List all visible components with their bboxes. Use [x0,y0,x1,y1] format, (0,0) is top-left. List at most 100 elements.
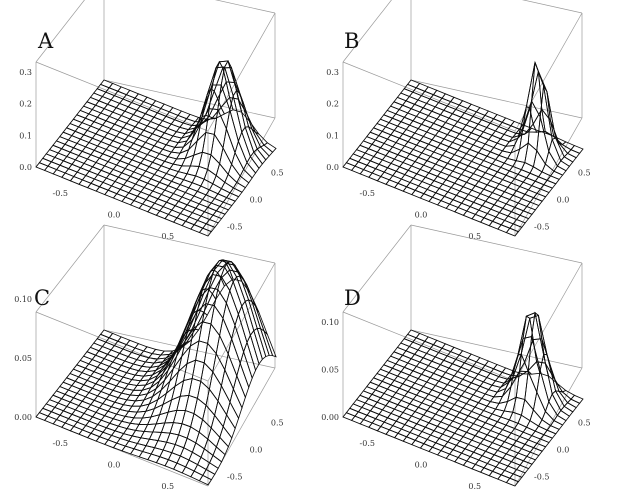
surface-cell [524,369,538,411]
y-tick-label: 0.0 [557,196,570,205]
surface-cell [342,412,356,421]
surface-cell [402,186,416,196]
surface-cell [191,442,205,458]
surface-cell [156,381,171,401]
y-tick-label: 0.0 [557,446,570,455]
surface-cell [514,106,527,146]
surface-cell [174,362,188,388]
surface-cell [256,146,270,161]
surface-cell [172,462,187,474]
surface-cell [52,418,66,428]
z-tick-label: 0.3 [326,68,339,77]
surface-cell [61,172,75,182]
surface-cell [155,210,170,220]
panel-d: D -0.5 0.0 0.5 -0.5 0.0 0.5 0.00 0.05 0.10 [321,224,591,491]
surface-cell [203,342,217,373]
surface-cell [462,460,477,470]
surface-cell [61,422,75,432]
surface-cell [253,327,267,361]
surface-cell [488,220,502,230]
surface-cell [171,443,185,457]
surface-cell [202,404,216,429]
surface-cell [520,161,534,174]
surface-cell [78,179,92,189]
x-tick-label: 0.0 [108,461,121,470]
x-tick-label: -0.5 [53,439,68,448]
surface-cell [174,434,188,449]
x-tick-label: 0.5 [468,482,481,491]
surface-cell [488,470,502,480]
panel-label: D [344,286,361,310]
surface-cell [497,474,511,484]
surface-cell [239,350,253,389]
surface-cell [411,439,425,449]
surface-cell [241,126,255,158]
z-tick-label: 0.2 [326,100,339,109]
y-tick-label: -0.5 [534,223,549,232]
surface-cell [350,165,365,175]
y-tick-label: -0.5 [227,223,242,232]
surface-cell [436,450,451,459]
bounding-box [342,224,583,487]
surface-cell [147,206,161,216]
surface-cell [191,175,205,187]
surface-cell [138,451,152,461]
surface-cell [454,206,468,216]
surface-cell [195,165,209,180]
surface-cell [141,445,156,455]
y-tick-label: 0.5 [578,418,591,427]
surface-cell [350,415,365,425]
surface-cell [359,419,373,428]
z-tick-label: 0.1 [326,131,339,140]
surface-cell [385,179,399,189]
panel-label: C [34,286,50,310]
surface-cell [419,443,434,453]
surface-cell [479,467,494,477]
surface-cell [393,432,408,442]
surface-cell [121,196,135,206]
surface-cell [190,412,204,433]
surface-cell [181,220,195,230]
z-tick-label: 0.00 [14,413,32,422]
surface-cell [244,126,258,153]
surface-cell [445,203,459,213]
surface-cell [193,397,207,421]
surface-cell [198,474,213,486]
surface [35,259,277,486]
surface-cell [213,107,227,150]
surface-cell [195,431,209,450]
surface-cell [164,459,178,470]
y-tick-label: 0.5 [271,418,284,427]
x-tick-label: -0.5 [360,189,375,198]
z-tick-label: 0.0 [19,163,32,172]
surface-cell [263,142,277,153]
surface-cell [471,463,485,473]
surface-cell [153,392,168,410]
surface-cell [86,432,101,442]
surface-cell [207,322,221,355]
x-tick-label: 0.5 [161,232,174,241]
surface-cell [181,466,195,478]
surface-cell [164,213,178,223]
surface-cell [402,436,416,446]
surface-cell [43,415,58,425]
surface-cell [246,334,260,372]
x-tick-label: 0.0 [415,461,428,470]
surface-cell [112,442,127,452]
surface-cell [462,210,477,220]
surface-cell [342,162,356,171]
surface-cell [479,217,494,227]
surface-cell [212,174,226,190]
panel-c: C -0.5 0.0 0.5 -0.5 0.0 0.5 0.00 0.05 0.10 [14,224,284,491]
surface-cell [167,452,181,464]
y-tick-label: -0.5 [534,473,549,482]
surface-cell [198,227,213,237]
surface-cell [138,203,152,213]
surface-cell [141,380,156,392]
surface-cell [359,169,373,178]
surface-cell [176,455,190,468]
surface-cell [520,398,534,422]
surface-cell [207,153,221,177]
